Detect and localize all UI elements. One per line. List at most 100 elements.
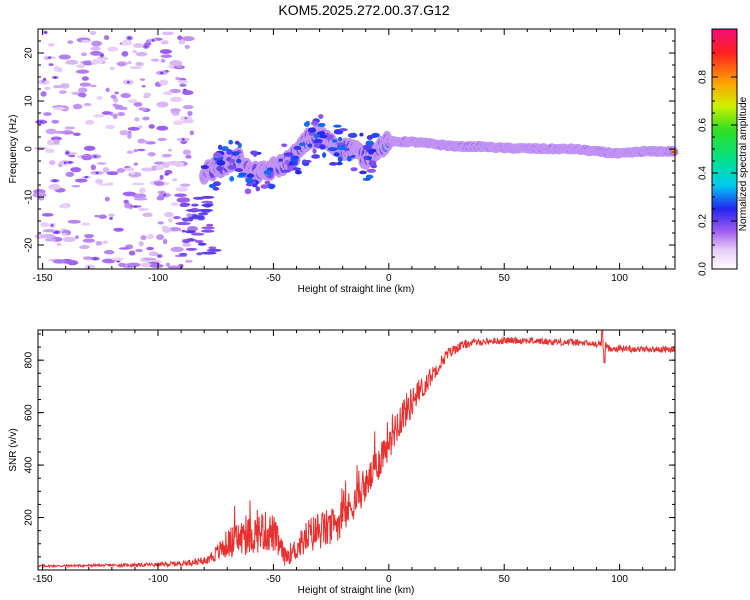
spectral-blob	[208, 246, 217, 250]
spectral-blob	[135, 51, 148, 57]
spectral-blob	[169, 60, 183, 66]
spectral-blob	[179, 252, 188, 256]
spectral-blob	[114, 91, 119, 95]
spectral-blob	[132, 193, 147, 199]
spectral-blob	[140, 235, 147, 241]
spectral-blob	[81, 155, 93, 161]
spectral-blob	[171, 112, 179, 116]
spectrogram-xlabel: Height of straight line (km)	[298, 284, 415, 295]
spectral-blob	[45, 128, 57, 135]
spectral-blob	[208, 183, 216, 189]
spectral-blob	[76, 64, 86, 69]
spectral-blob	[42, 229, 56, 233]
spectral-blob	[319, 144, 326, 150]
spectral-blob	[365, 174, 374, 179]
spectral-blob	[159, 79, 169, 86]
spectral-blob	[90, 164, 96, 171]
spectral-blob	[366, 135, 373, 140]
spectral-blob	[146, 246, 154, 251]
colorbar-tick-label: 0.8	[698, 70, 709, 84]
spectral-blob	[181, 36, 195, 42]
spectral-blob	[127, 126, 140, 131]
spectral-blob	[53, 76, 57, 79]
spectral-blob	[104, 196, 110, 202]
spectral-blob	[132, 42, 144, 48]
spectral-blob	[186, 213, 193, 218]
snr-ytick-label: 200	[24, 509, 35, 526]
spectral-blob	[333, 152, 340, 157]
colorbar-tick-label: 0.6	[698, 118, 709, 132]
spectral-blob	[138, 207, 144, 212]
spectral-blob	[244, 188, 252, 195]
spectral-blob	[141, 167, 154, 172]
spectral-blob	[313, 138, 323, 144]
spectral-blob	[148, 124, 155, 129]
spectral-blob	[102, 167, 110, 173]
spectral-blob	[127, 60, 132, 65]
spectral-blob	[192, 196, 205, 200]
spectral-blob	[227, 165, 236, 170]
spectral-blob	[138, 240, 144, 247]
spectral-blob	[217, 144, 223, 150]
spectral-blob	[305, 120, 310, 126]
spectral-blob	[131, 182, 146, 186]
spectral-blob	[292, 167, 302, 171]
spectral-blob	[191, 203, 199, 207]
spectral-blob	[90, 46, 101, 51]
spectral-blob	[40, 91, 47, 97]
spectral-blob	[318, 114, 324, 119]
spectral-blob	[151, 165, 157, 172]
spectral-blob	[278, 158, 283, 162]
snr-xtick-label: 100	[611, 574, 628, 585]
spectral-blob	[41, 212, 54, 217]
spectral-blob	[182, 240, 191, 244]
spectral-blob	[91, 59, 99, 65]
spectral-blob	[346, 155, 352, 162]
spectral-blob	[187, 238, 195, 242]
spectral-blob	[61, 130, 74, 135]
spectral-blob	[39, 120, 43, 124]
spectral-blob	[71, 184, 81, 188]
spectral-blob	[50, 136, 62, 141]
spectrogram-xtick-label: 0	[386, 273, 392, 284]
spectral-blob	[138, 107, 147, 111]
spectral-blob	[117, 62, 126, 67]
spectral-blob	[83, 145, 96, 151]
spectral-blob	[151, 39, 155, 42]
spectral-blob	[93, 155, 97, 158]
spectrogram-ytick-label: 0	[24, 146, 35, 152]
spectral-blob	[283, 152, 294, 157]
spectral-blob	[58, 54, 71, 60]
spectral-blob	[78, 87, 88, 93]
spectral-blob	[143, 92, 152, 98]
spectral-blob	[96, 162, 107, 165]
spectral-blob	[105, 124, 116, 130]
spectral-blob	[142, 212, 153, 217]
spectral-blob	[362, 144, 372, 151]
spectral-blob	[170, 96, 183, 103]
spectral-blob	[181, 90, 194, 96]
spectral-blob	[234, 168, 243, 172]
spectral-blob	[184, 230, 196, 234]
spectral-blob	[158, 254, 162, 258]
snr-xtick-label: 0	[386, 574, 392, 585]
snr-ytick-label: 400	[24, 456, 35, 473]
spectral-blob	[90, 50, 103, 56]
spectral-blob	[41, 234, 56, 239]
spectral-blob	[52, 106, 66, 110]
spectral-blob	[61, 232, 68, 237]
spectral-blob	[197, 217, 205, 221]
spectral-blob	[80, 52, 87, 57]
snr-xtick-label: -150	[33, 574, 53, 585]
spectral-blob	[191, 215, 205, 219]
spectral-blob	[255, 186, 261, 192]
spectral-blob	[58, 90, 67, 94]
spectral-blob	[336, 142, 345, 146]
spectral-blob	[126, 150, 134, 154]
spectral-blob	[181, 138, 185, 141]
spectral-blob	[105, 87, 110, 93]
spectral-blob	[162, 153, 172, 158]
spectral-blob	[179, 183, 191, 187]
spectral-blob	[182, 118, 194, 124]
